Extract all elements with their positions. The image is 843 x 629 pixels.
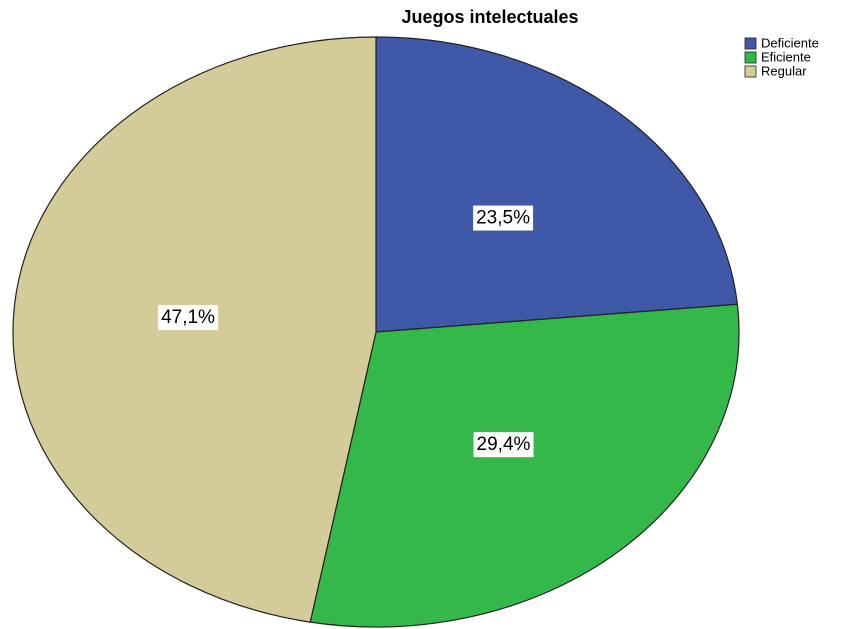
pie-slice bbox=[375, 36, 739, 333]
label-box bbox=[473, 205, 534, 231]
legend-swatch bbox=[744, 65, 757, 78]
label-box bbox=[158, 305, 219, 331]
legend-swatch bbox=[744, 37, 757, 50]
legend-label: Regular bbox=[761, 63, 807, 78]
data-label: 29,4% bbox=[477, 434, 531, 455]
data-label: 47,1% bbox=[161, 307, 215, 328]
pie-slice bbox=[309, 303, 740, 628]
data-label: 23,5% bbox=[476, 208, 530, 229]
legend-label: Deficiente bbox=[761, 35, 819, 50]
chart-title: Juegos intelectuales bbox=[401, 7, 578, 27]
label-box bbox=[473, 432, 534, 458]
legend-swatch bbox=[744, 51, 757, 64]
legend-label: Eficiente bbox=[761, 49, 811, 64]
